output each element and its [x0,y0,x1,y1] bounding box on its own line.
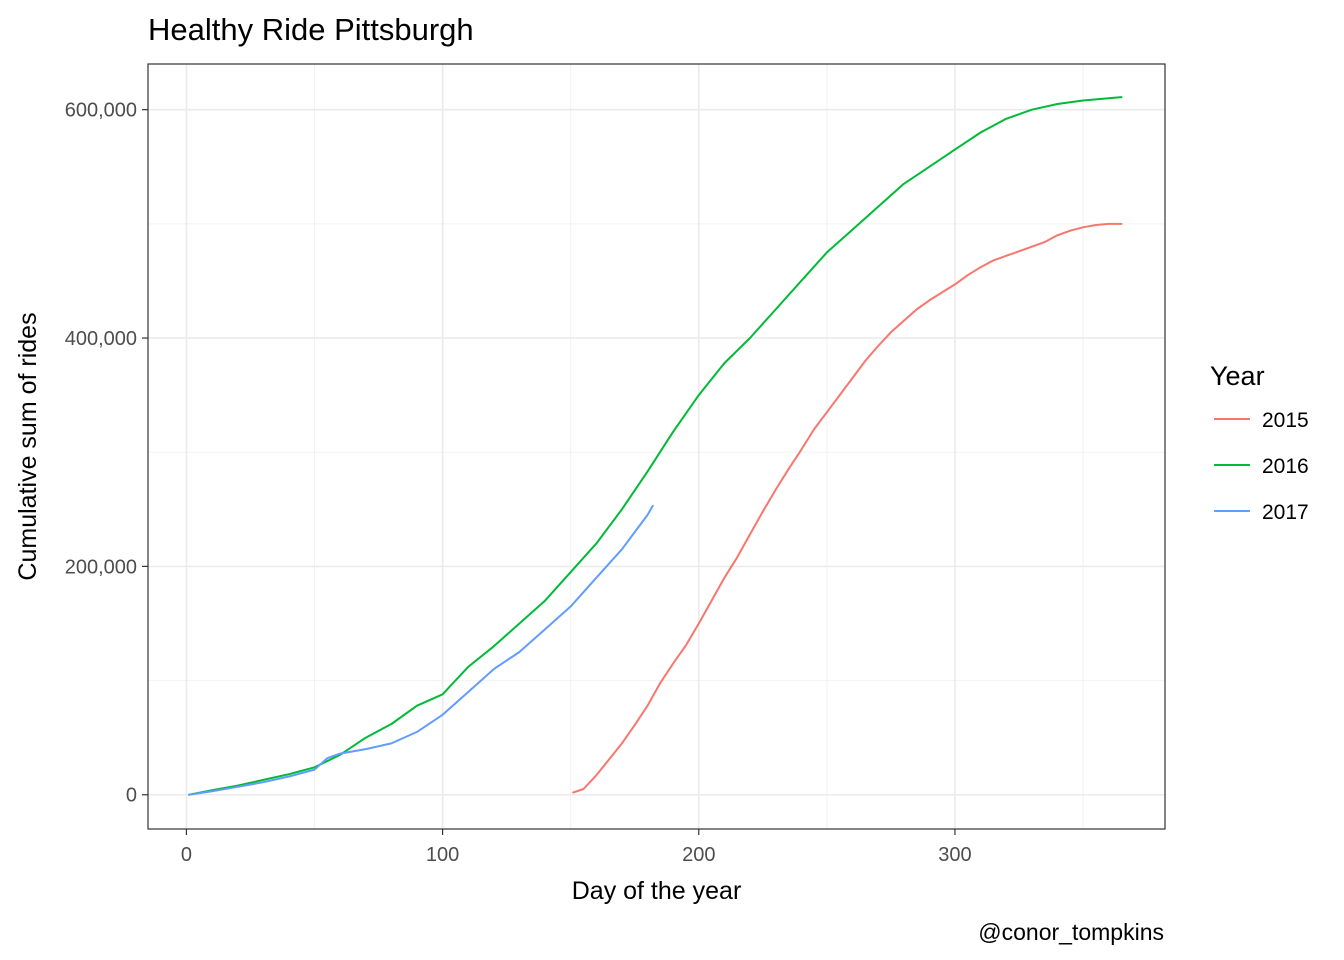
chart-title: Healthy Ride Pittsburgh [148,12,474,47]
series-lines [188,96,1123,796]
x-tick-label: 200 [682,844,715,866]
legend-label-2015: 2015 [1262,409,1309,432]
x-tick-label: 300 [938,844,971,866]
series-line-2016 [188,96,1123,796]
panel-border [147,63,1166,830]
y-axis-label: Cumulative sum of rides [14,312,42,580]
x-tick-label: 100 [426,844,459,866]
y-tick-label: 400,000 [65,328,137,350]
series-line-2017 [188,504,654,796]
y-tick-label: 600,000 [65,100,137,122]
legend-title: Year [1210,361,1265,391]
grid [148,64,1165,829]
legend: Year 2015 2016 2017 [1210,361,1309,524]
x-tick-label: 0 [181,844,192,866]
legend-label-2017: 2017 [1262,501,1309,524]
y-tick-label: 200,000 [65,556,137,578]
y-tick-label: 0 [126,785,137,807]
x-axis-label: Day of the year [572,877,742,905]
series-line-2015 [572,222,1123,794]
axis-ticks: 0 100 200 300 0 200,000 400,000 600,000 [65,100,972,866]
caption: @conor_tompkins [978,919,1164,945]
legend-label-2016: 2016 [1262,455,1309,478]
